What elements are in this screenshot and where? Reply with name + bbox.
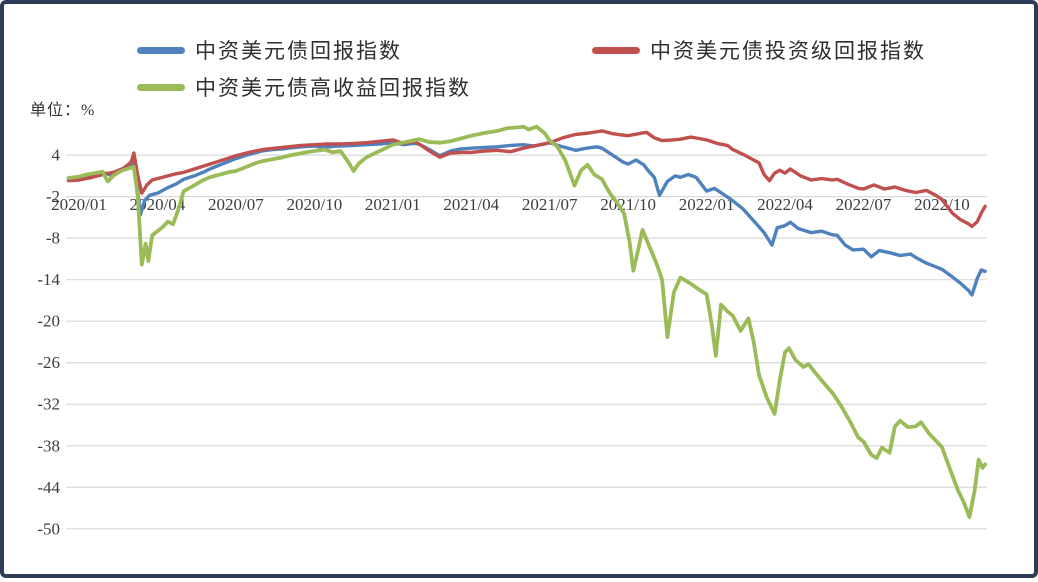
series-line-high-yield (66, 124, 987, 519)
x-tick-label: 2021/04 (443, 195, 499, 214)
y-tick-label: -32 (37, 395, 60, 414)
legend-label: 中资美元债回报指数 (195, 39, 402, 63)
legend-label: 中资美元债高收益回报指数 (195, 76, 471, 100)
y-tick-label: -14 (37, 270, 60, 289)
x-tick-label: 2022/07 (836, 195, 892, 214)
y-tick-label: -2 (46, 187, 60, 206)
series-line-investment-grade (66, 129, 987, 229)
y-tick-label: -44 (37, 478, 60, 497)
x-tick-label: 2020/10 (286, 195, 342, 214)
x-tick-label: 2022/01 (679, 195, 735, 214)
axis-unit-label: 单位：% (30, 102, 96, 119)
x-tick-label: 2021/07 (522, 195, 578, 214)
y-tick-label: -8 (46, 229, 60, 248)
x-tick-label: 2021/01 (365, 195, 421, 214)
x-tick-label: 2022/04 (757, 195, 813, 214)
x-tick-label: 2021/10 (600, 195, 656, 214)
legend-item-investment-grade-index[interactable]: 中资美元债投资级回报指数 (592, 35, 926, 65)
series-line-total (66, 140, 987, 297)
y-tick-label: -50 (37, 519, 60, 538)
x-tick-label: 2020/01 (51, 195, 107, 214)
legend-label: 中资美元债投资级回报指数 (650, 39, 926, 63)
legend-swatch-red (592, 46, 640, 54)
y-tick-label: -38 (37, 436, 60, 455)
y-tick-label: -26 (37, 353, 60, 372)
y-tick-label: 4 (52, 146, 61, 165)
x-tick-label: 2022/10 (914, 195, 970, 214)
legend-item-high-yield-index[interactable]: 中资美元债高收益回报指数 (137, 72, 471, 102)
legend-swatch-green (137, 83, 185, 91)
legend-swatch-blue (137, 46, 185, 54)
legend-item-total-return-index[interactable]: 中资美元债回报指数 (137, 35, 402, 65)
y-tick-label: -20 (37, 312, 60, 331)
x-tick-label: 2020/07 (208, 195, 264, 214)
